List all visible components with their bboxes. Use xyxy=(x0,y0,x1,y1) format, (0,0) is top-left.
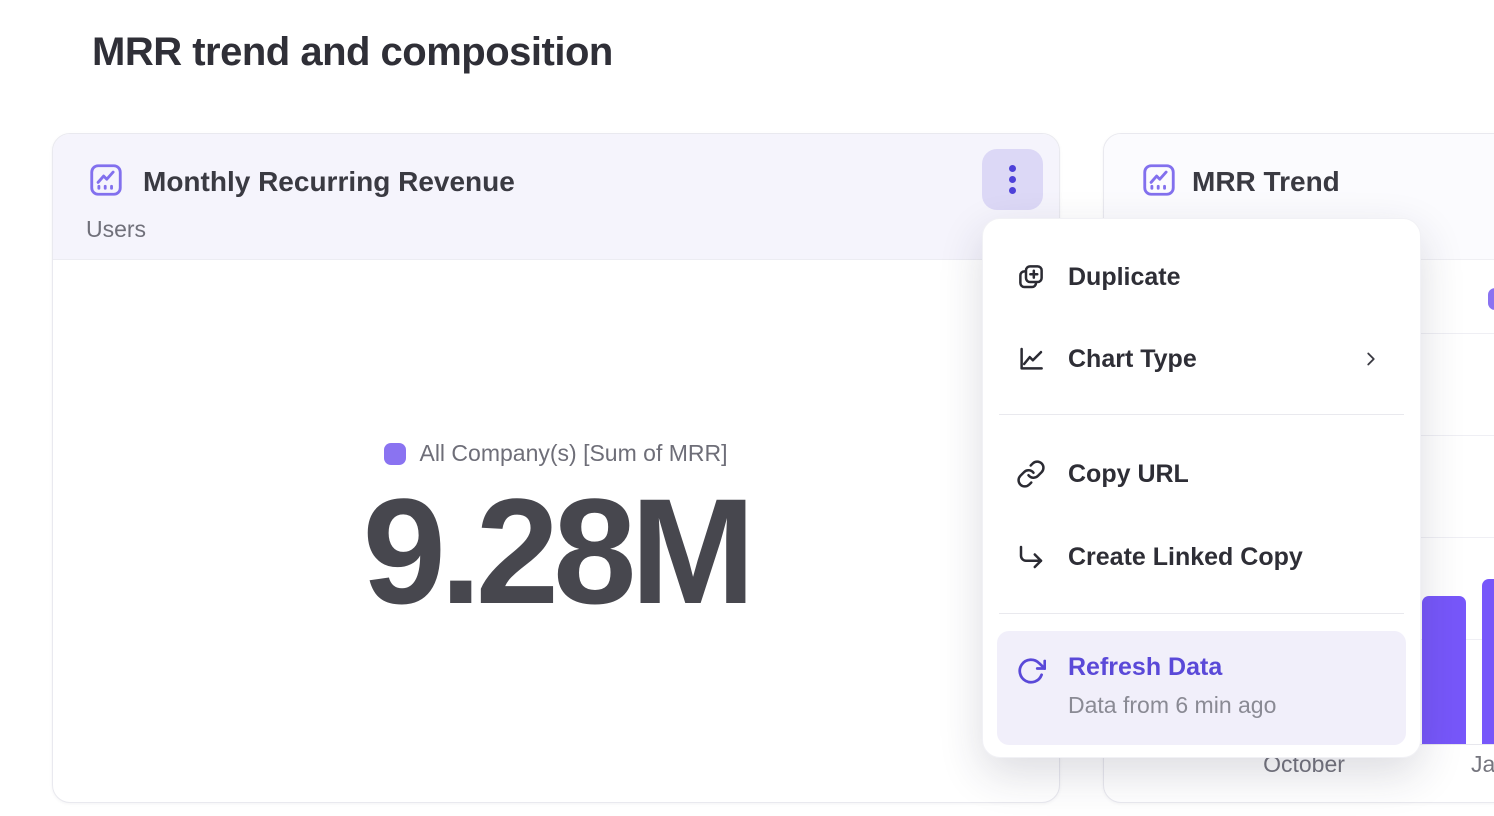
menu-item-label: Copy URL xyxy=(1068,459,1189,488)
chart-widget-icon xyxy=(1143,164,1175,196)
link-icon xyxy=(1017,460,1045,488)
menu-item-copy-url[interactable]: Copy URL xyxy=(999,446,1404,502)
menu-item-label: Create Linked Copy xyxy=(1068,542,1303,571)
menu-item-label: Duplicate xyxy=(1068,262,1181,291)
kebab-dot xyxy=(1009,165,1016,172)
refresh-icon xyxy=(1018,658,1046,684)
legend-swatch xyxy=(384,442,407,465)
menu-item-text: Refresh Data Data from 6 min ago xyxy=(1068,653,1276,719)
kebab-dot xyxy=(1009,187,1016,194)
context-menu: Duplicate Chart Type Copy URL xyxy=(982,218,1421,758)
menu-item-duplicate[interactable]: Duplicate xyxy=(999,249,1404,305)
menu-item-label: Chart Type xyxy=(1068,344,1197,373)
menu-item-refresh-data[interactable]: Refresh Data Data from 6 min ago xyxy=(997,631,1406,745)
bar-october[interactable] xyxy=(1422,596,1466,744)
page-title: MRR trend and composition xyxy=(92,30,613,74)
duplicate-icon xyxy=(1019,265,1043,289)
kebab-dot xyxy=(1009,176,1016,183)
menu-divider xyxy=(999,613,1404,614)
big-number-value: 9.28M xyxy=(362,467,756,635)
menu-item-label: Refresh Data xyxy=(1068,653,1223,681)
chevron-right-icon xyxy=(1367,352,1375,366)
linked-copy-icon xyxy=(1019,545,1043,569)
legend-swatch xyxy=(1488,288,1494,310)
kebab-menu-button[interactable] xyxy=(982,149,1043,210)
legend-row: All Company(s) [Sum of MRR] xyxy=(53,440,1059,467)
menu-item-sublabel: Data from 6 min ago xyxy=(1068,692,1277,718)
menu-divider xyxy=(999,414,1404,415)
x-axis-label-january: Ja xyxy=(1471,751,1494,777)
card-header: Monthly Recurring Revenue Users xyxy=(53,134,1059,260)
menu-item-chart-type[interactable]: Chart Type xyxy=(999,331,1404,387)
card-title: MRR Trend xyxy=(1192,166,1340,197)
card-title: Monthly Recurring Revenue xyxy=(143,166,515,197)
bar-january[interactable] xyxy=(1482,579,1494,744)
legend-label: All Company(s) [Sum of MRR] xyxy=(419,440,728,466)
chart-type-icon xyxy=(1020,347,1043,370)
menu-item-create-linked-copy[interactable]: Create Linked Copy xyxy=(999,529,1404,585)
card-monthly-recurring-revenue: Monthly Recurring Revenue Users All Comp… xyxy=(52,133,1060,803)
card-subtitle: Users xyxy=(86,216,147,242)
chart-widget-icon xyxy=(90,164,122,196)
